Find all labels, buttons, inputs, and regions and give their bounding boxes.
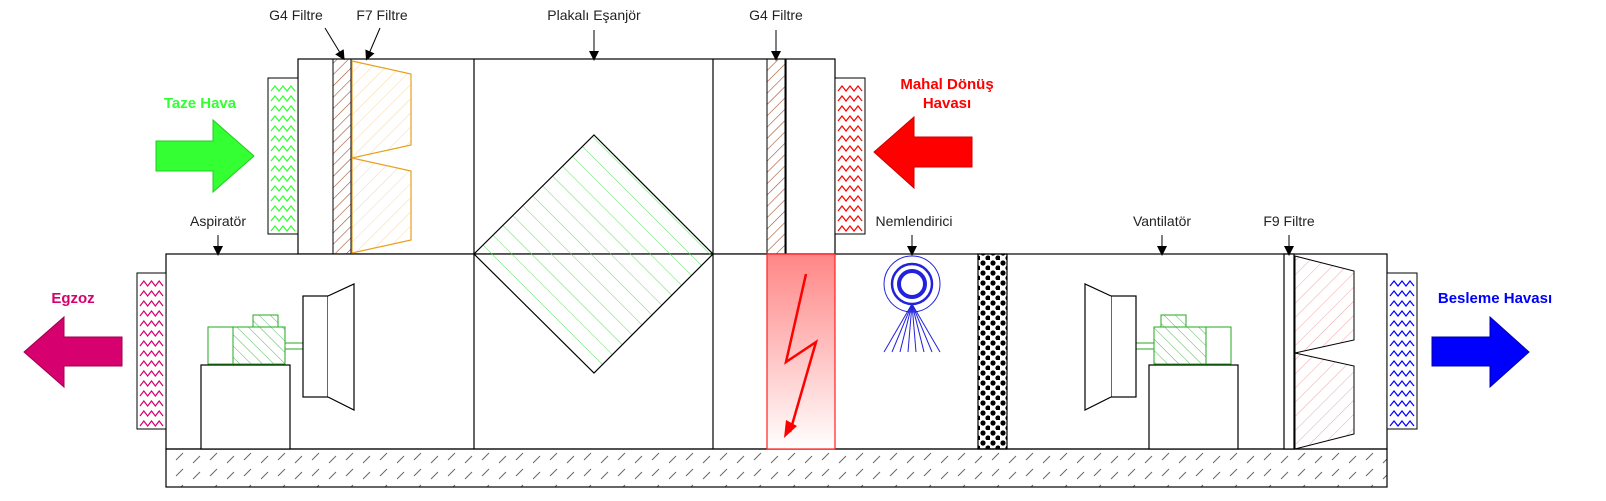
exhaust-air-arrow-icon	[23, 315, 123, 389]
f7-bag-upper	[351, 60, 412, 159]
fresh-air-label: Taze Hava	[164, 95, 237, 112]
base-frame	[165, 448, 1388, 488]
exhaust-fan-label: Aspiratör	[190, 213, 246, 229]
humidifier-label: Nemlendirici	[875, 213, 952, 229]
g4-filter-2-label: G4 Filtre	[749, 7, 803, 23]
fresh-air-arrow-icon	[155, 118, 255, 194]
plate-exchanger-label: Plakalı Eşanjör	[547, 7, 641, 23]
exhaust-air-label: Egzoz	[51, 290, 94, 307]
return-air-arrow-icon	[873, 115, 973, 190]
supply-fan-label: Vantilatör	[1133, 213, 1191, 229]
g4-filter-return	[766, 58, 786, 255]
f9-filter-frame	[1283, 253, 1295, 450]
f9-bag-upper	[1294, 255, 1355, 354]
droplet-eliminator	[977, 253, 1008, 450]
return-air-label-line1: Mahal Dönüş	[900, 76, 993, 93]
exhaust-fan-unit	[200, 283, 355, 450]
g4-filter-fresh	[332, 58, 352, 255]
f7-filter-pointer	[365, 27, 381, 61]
f9-bag-lower	[1294, 352, 1355, 450]
g4-filter-1-pointer	[324, 27, 345, 61]
f7-bag-lower	[351, 157, 412, 254]
return-air-label-line2: Havası	[923, 95, 971, 112]
plate-exchanger-shape	[473, 134, 714, 374]
heater-lightning-icon	[784, 273, 819, 433]
f7-filter-label: F7 Filtre	[356, 7, 408, 23]
supply-air-arrow-icon	[1431, 315, 1530, 389]
supply-air-label: Besleme Havası	[1438, 290, 1552, 307]
humidifier-icon	[883, 255, 941, 353]
f9-filter-label: F9 Filtre	[1263, 213, 1315, 229]
supply-fan-unit	[1084, 283, 1239, 450]
g4-filter-1-label: G4 Filtre	[269, 7, 323, 23]
